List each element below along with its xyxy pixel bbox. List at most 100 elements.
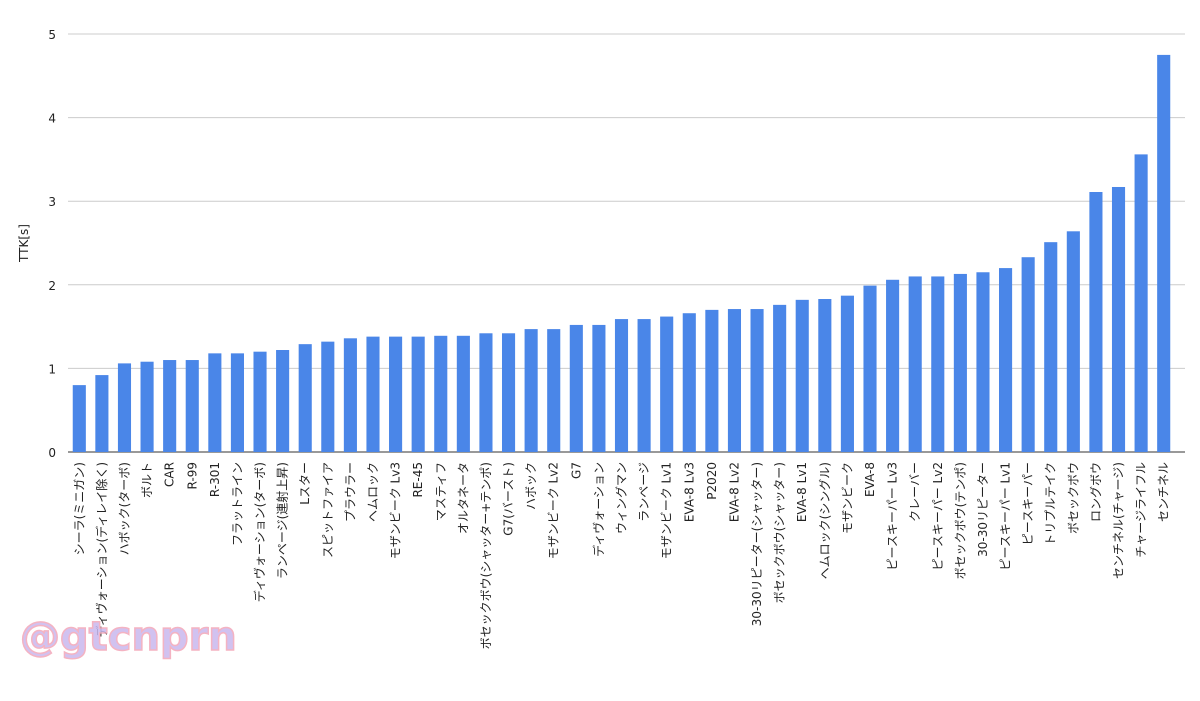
bar [117,363,132,452]
bar [953,273,967,452]
x-tick-label: ピースキーパー [1021,462,1035,545]
x-tick-label: 30-30リピーター [976,462,990,557]
y-tick-label: 0 [48,446,56,460]
bar [253,351,267,452]
bar [727,309,742,452]
x-tick-label: CAR [163,462,177,487]
bar [637,319,651,452]
x-tick-label: センチネル [1157,462,1171,522]
x-tick-label: RE-45 [411,462,425,498]
bar [1021,257,1035,452]
x-tick-label: ヘムロック(シングル) [818,462,832,579]
x-tick-label: G7 [569,462,583,479]
x-tick-label: R-301 [208,462,222,497]
x-tick-label: ボセックボウ [1066,462,1080,534]
bar [660,316,674,452]
bar [863,285,877,452]
bar [321,341,335,452]
bar [185,360,199,452]
bar [750,309,764,452]
bar [276,350,290,452]
x-tick-label: ロングボウ [1089,462,1103,522]
bar [840,295,854,452]
x-tick-label: ディヴォーション [591,462,606,557]
x-tick-label: スピットファイア [321,462,335,558]
x-tick-label: ディヴォーション(ターボ) [252,462,267,602]
bar [592,324,606,452]
bar [569,324,583,452]
bar [1134,154,1148,452]
x-tick-label: ピースキーパー Lv1 [999,462,1013,571]
bar [795,299,809,452]
x-tick-label: トリプルテイク [1044,462,1058,546]
bar [140,361,154,452]
bar [682,313,696,452]
x-tick-label: ピースキーパー Lv2 [931,462,945,571]
bar [95,375,109,452]
x-tick-label: フラットライン [230,462,244,546]
x-tick-label: ランページ(連射上昇) [275,462,290,579]
bar [72,385,86,452]
bar [389,336,403,452]
x-tick-label: シーラ(ミニガン) [72,462,86,555]
x-tick-label: ディヴォーション(ディレイ除く) [94,462,109,637]
x-tick-label: センチネル(チャージ) [1112,462,1126,579]
y-tick-label: 2 [48,279,56,293]
bar [230,353,244,452]
y-tick-label: 1 [48,362,56,376]
bar [976,272,990,452]
bar [1066,231,1080,452]
bar [1044,242,1058,452]
bar [1157,54,1171,453]
bar [479,333,493,452]
x-tick-label: Lスター [298,462,312,505]
x-tick-label: モザンビーク Lv1 [660,462,674,559]
x-tick-label: R-99 [185,462,199,489]
x-tick-label: モザンビーク [840,462,854,534]
x-tick-label: オルタネータ [456,462,470,534]
bar [547,329,561,452]
x-tick-label: EVA-8 [863,462,877,497]
x-tick-label: プラウラー [343,462,357,522]
x-tick-label: ボセックボウ(テンポ) [953,462,967,579]
bar [773,304,787,452]
bar [524,329,538,452]
y-axis-label: TTK[s] [17,224,31,263]
bar [434,335,448,452]
watermark: @gtcnprn [20,614,237,660]
bar [931,276,945,452]
y-tick-label: 3 [48,195,56,209]
x-tick-label: ハボック [524,462,538,510]
x-tick-label: G7(バースト) [502,462,516,536]
bar [208,353,222,452]
x-tick-label: ウィングマン [615,462,629,534]
bar [298,344,312,452]
bar [1111,186,1126,452]
x-tick-label: ボセックボウ(シャッター) [773,462,787,603]
bar [343,338,357,452]
x-tick-label: クレーバー [908,462,922,522]
x-tick-label: ランページ [637,462,651,522]
x-tick-label: ピースキーパー Lv3 [886,462,900,571]
bar [908,276,922,452]
bar [999,268,1013,452]
x-tick-label: マスティフ [434,462,448,521]
bar [456,335,470,452]
x-tick-label: EVA-8 Lv1 [795,462,809,522]
bar [705,309,719,452]
x-tick-label: EVA-8 Lv2 [727,462,741,522]
bar [614,319,629,452]
x-tick-label: ボルト [140,462,154,498]
bar [886,279,900,452]
x-tick-label: EVA-8 Lv3 [682,462,696,522]
bar [501,333,516,452]
bar [1089,192,1103,452]
bar [366,336,380,452]
y-tick-label: 4 [48,112,56,126]
x-tick-label: 30-30リピーター(シャッター) [750,462,764,626]
bar [411,336,425,452]
bar [163,360,177,452]
x-tick-label: チャージライフル [1134,462,1148,558]
x-tick-label: ボセックボウ(シャッター+テンポ) [479,462,493,649]
x-tick-label: モザンビーク Lv3 [389,462,403,559]
